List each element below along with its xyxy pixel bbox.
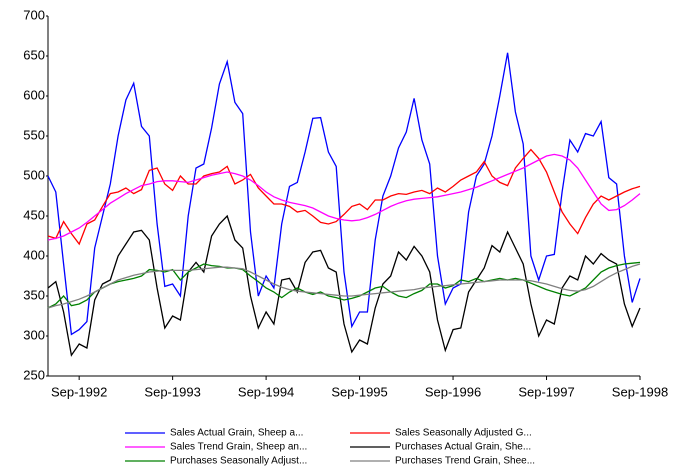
legend-label: Purchases Trend Grain, Shee... [395, 456, 535, 467]
y-tick-label: 700 [23, 7, 45, 22]
y-tick-label: 250 [23, 367, 45, 382]
y-tick-label: 350 [23, 287, 45, 302]
x-tick-label: Sep-1994 [238, 384, 294, 399]
series-line [47, 153, 641, 241]
x-tick-label: Sep-1997 [518, 384, 574, 399]
series-line [47, 263, 641, 309]
y-tick-label: 300 [23, 327, 45, 342]
x-tick-label: Sep-1993 [144, 384, 200, 399]
y-tick-label: 650 [23, 47, 45, 62]
legend-label: Sales Actual Grain, Sheep a... [170, 428, 303, 439]
series-line [47, 52, 641, 336]
x-tick-label: Sep-1995 [331, 384, 387, 399]
legend-label: Sales Seasonally Adjusted G... [395, 428, 532, 439]
series-line [47, 214, 641, 357]
y-tick-label: 450 [23, 207, 45, 222]
y-tick-label: 500 [23, 167, 45, 182]
series-line [47, 148, 641, 246]
legend-label: Purchases Seasonally Adjust... [170, 456, 307, 467]
y-tick-label: 550 [23, 127, 45, 142]
x-tick-label: Sep-1996 [425, 384, 481, 399]
x-tick-label: Sep-1992 [51, 384, 107, 399]
y-tick-label: 600 [23, 87, 45, 102]
x-tick-label: Sep-1998 [612, 384, 668, 399]
y-tick-label: 400 [23, 247, 45, 262]
legend-label: Sales Trend Grain, Sheep an... [170, 442, 307, 453]
legend-label: Purchases Actual Grain, She... [395, 442, 531, 453]
series-line [47, 261, 641, 309]
